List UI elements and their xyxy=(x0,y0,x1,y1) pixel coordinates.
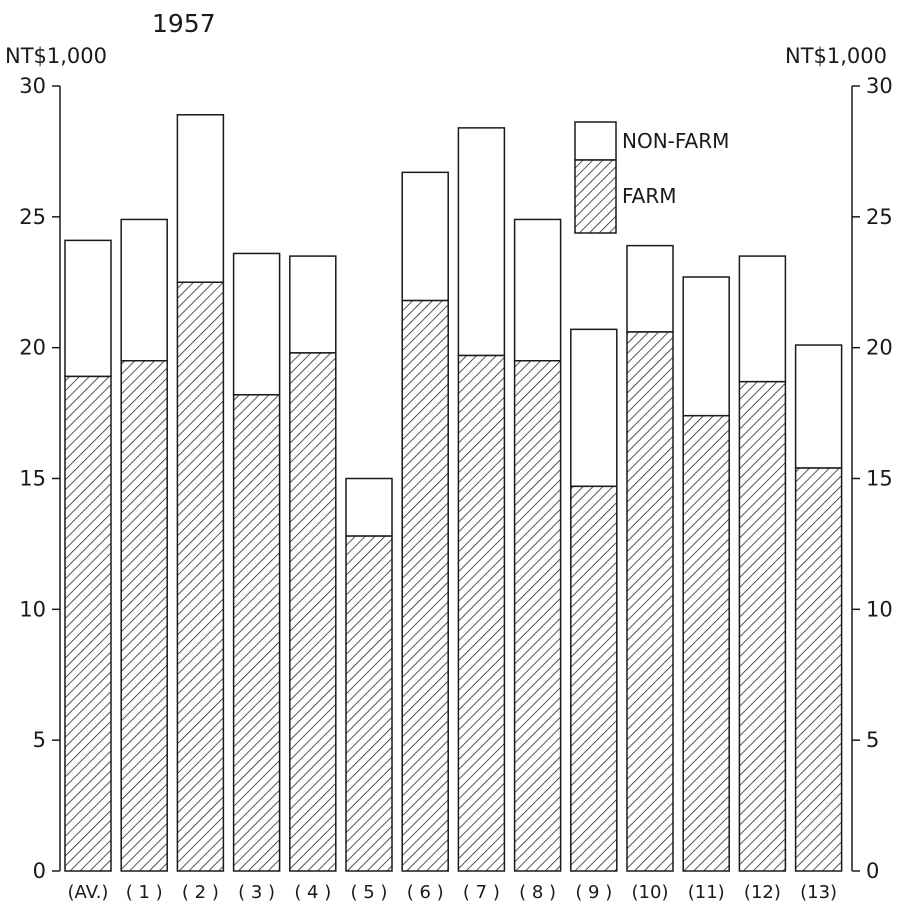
bar-farm-segment xyxy=(176,281,225,872)
left-tick-label: 25 xyxy=(19,205,46,229)
bar-non-farm-segment xyxy=(289,255,337,354)
legend: NON-FARM FARM xyxy=(574,121,729,234)
left-axis-unit: NT$1,000 xyxy=(5,44,107,68)
right-tick-label: 10 xyxy=(866,597,893,621)
category-label: (10) xyxy=(632,882,669,903)
chart-title: 1957 xyxy=(152,9,216,38)
right-tick-label: 0 xyxy=(866,859,879,883)
right-tick-label: 5 xyxy=(866,728,879,752)
bar-non-farm-segment xyxy=(794,344,843,469)
left-tick-label: 20 xyxy=(19,336,46,360)
bar-non-farm-segment xyxy=(513,218,562,362)
left-tick-label: 10 xyxy=(19,597,46,621)
right-tick-label: 30 xyxy=(866,74,893,98)
category-label: ( 6 ) xyxy=(407,882,444,903)
category-labels: (AV.) ( 1 ) ( 2 ) ( 3 ) ( 4 ) ( 5 ) ( 6 ) ( 7 )… xyxy=(68,882,838,903)
category-label: (11) xyxy=(688,882,725,903)
bar-non-farm-segment xyxy=(120,218,168,362)
bar-non-farm-segment xyxy=(626,244,674,333)
category-label: ( 1 ) xyxy=(126,882,163,903)
bar-farm-segment xyxy=(794,467,843,872)
bar-farm-segment xyxy=(457,354,506,872)
bars xyxy=(64,114,843,872)
bar-farm-segment xyxy=(682,414,730,872)
legend-label-farm: FARM xyxy=(622,184,677,208)
bar-non-farm-segment xyxy=(401,171,449,302)
category-label: ( 2 ) xyxy=(182,882,219,903)
bar-non-farm-segment xyxy=(232,252,281,396)
left-axis-ticks: 0 5 10 15 20 25 30 xyxy=(19,74,60,883)
legend-swatch-farm xyxy=(574,159,617,234)
bar-farm-segment xyxy=(738,380,787,872)
bar-non-farm-segment xyxy=(64,239,112,378)
legend-label-non-farm: NON-FARM xyxy=(622,129,729,153)
left-tick-label: 30 xyxy=(19,74,46,98)
category-label: ( 8 ) xyxy=(519,882,556,903)
left-tick-label: 5 xyxy=(33,728,46,752)
bar-farm-segment xyxy=(513,360,562,872)
bar-non-farm-segment xyxy=(345,477,393,537)
category-label: ( 4 ) xyxy=(294,882,331,903)
bar-non-farm-segment xyxy=(457,127,506,357)
category-label: ( 9 ) xyxy=(575,882,612,903)
bar-farm-segment xyxy=(232,394,281,872)
category-label: (13) xyxy=(800,882,837,903)
category-label: ( 7 ) xyxy=(463,882,500,903)
bar-non-farm-segment xyxy=(738,255,787,383)
bar-farm-segment xyxy=(289,352,337,872)
category-label: ( 5 ) xyxy=(351,882,388,903)
right-tick-label: 25 xyxy=(866,205,893,229)
bar-farm-segment xyxy=(345,535,393,872)
right-axis-ticks: 0 5 10 15 20 25 30 xyxy=(852,74,893,883)
category-label: (AV.) xyxy=(68,882,109,903)
left-tick-label: 0 xyxy=(33,859,46,883)
bar-non-farm-segment xyxy=(570,328,618,488)
legend-swatch-non-farm xyxy=(574,121,617,161)
right-axis-unit: NT$1,000 xyxy=(785,44,887,68)
bar-farm-segment xyxy=(570,485,618,872)
category-label: (12) xyxy=(744,882,781,903)
bar-farm-segment xyxy=(64,375,112,872)
bar-farm-segment xyxy=(401,299,449,872)
bar-farm-segment xyxy=(120,360,168,872)
bar-non-farm-segment xyxy=(176,114,225,283)
right-tick-label: 15 xyxy=(866,467,893,491)
bar-non-farm-segment xyxy=(682,276,730,417)
right-tick-label: 20 xyxy=(866,336,893,360)
left-tick-label: 15 xyxy=(19,467,46,491)
category-label: ( 3 ) xyxy=(238,882,275,903)
bar-farm-segment xyxy=(626,331,674,872)
